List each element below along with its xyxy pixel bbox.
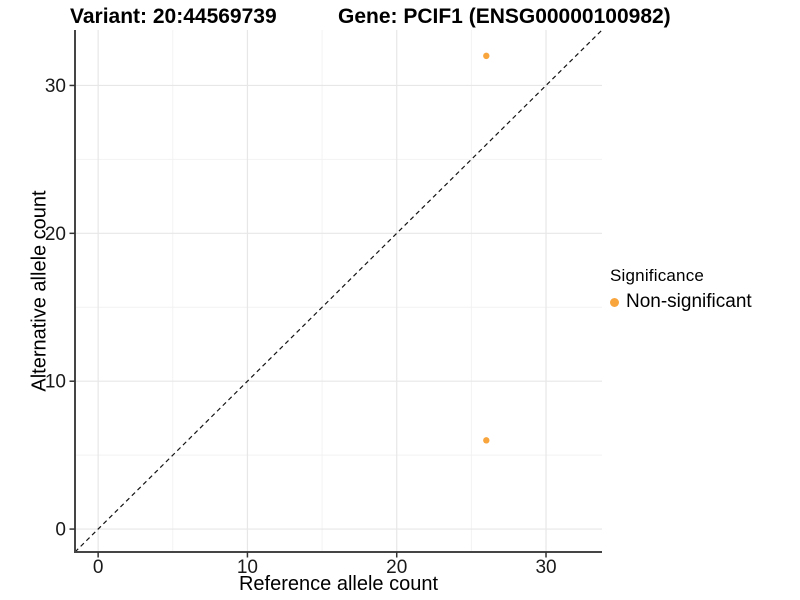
data-point (483, 52, 490, 60)
legend-title: Significance (610, 266, 705, 285)
x-tick-label: 0 (93, 557, 104, 578)
y-tick-label: 10 (45, 372, 66, 393)
legend-point-icon (610, 297, 619, 307)
data-point (483, 437, 490, 444)
y-tick-label: 30 (45, 76, 66, 97)
identity-dashed-line (74, 29, 603, 553)
legend-item-non-significant: Non-significant (610, 291, 752, 313)
x-tick-label: 20 (386, 557, 407, 578)
legend-item-label: Non-significant (626, 291, 752, 312)
x-tick-label: 10 (237, 557, 258, 578)
x-axis-title: Reference allele count (238, 573, 438, 595)
legend: Significance Non-significant (610, 266, 752, 313)
y-tick-label: 20 (45, 224, 66, 245)
x-tick-label: 30 (535, 557, 556, 578)
y-axis-title: Alternative allele count (28, 190, 51, 392)
y-tick-label: 0 (55, 520, 66, 541)
gene-title: Gene: PCIF1 (ENSG00000100982) (338, 5, 671, 28)
variant-title: Variant: 20:44569739 (70, 5, 277, 28)
